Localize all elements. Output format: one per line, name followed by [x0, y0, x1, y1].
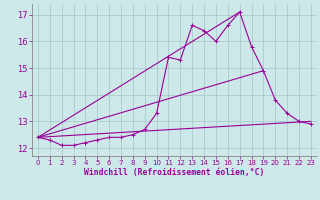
X-axis label: Windchill (Refroidissement éolien,°C): Windchill (Refroidissement éolien,°C): [84, 168, 265, 177]
